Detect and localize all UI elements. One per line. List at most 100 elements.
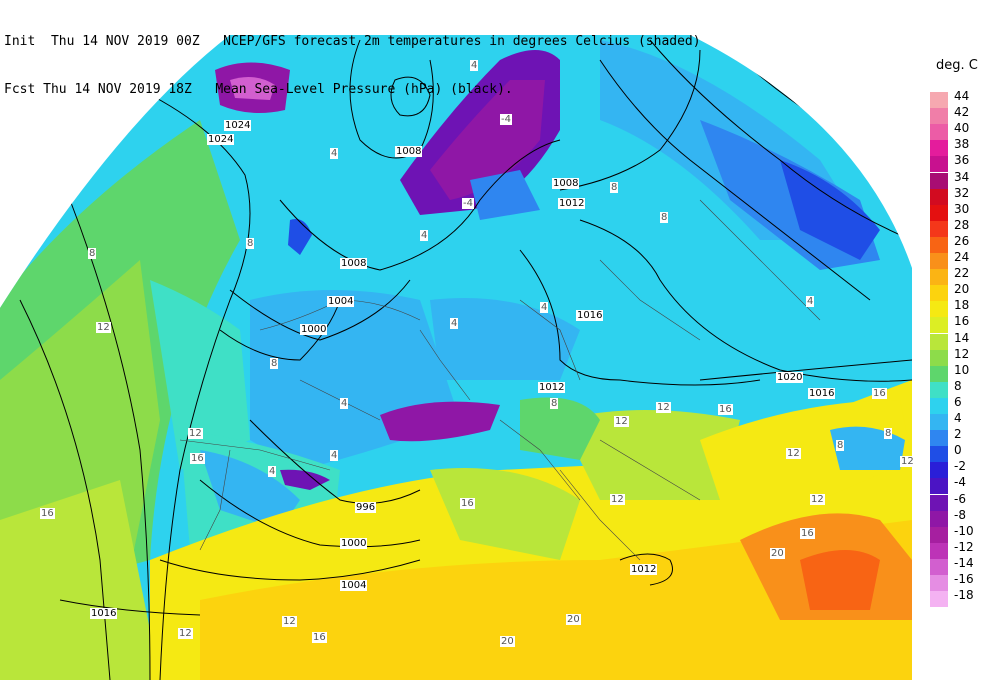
legend-label: 38: [954, 137, 970, 152]
legend-swatch: [930, 333, 948, 350]
legend-swatch: [930, 510, 948, 527]
legend-swatch: [930, 108, 948, 125]
temperature-label: 4: [340, 398, 349, 409]
legend-swatch: [930, 156, 948, 173]
legend-label: -4: [954, 475, 966, 490]
legend-swatch: [930, 285, 948, 302]
legend-label: 10: [954, 362, 970, 377]
temperature-label: 4: [540, 302, 549, 313]
temperature-label: 16: [190, 453, 205, 464]
legend-label: 30: [954, 201, 970, 216]
legend-label: -8: [954, 507, 966, 522]
legend-label: 8: [954, 378, 962, 393]
legend-label: 6: [954, 394, 962, 409]
temperature-label: 12: [810, 494, 825, 505]
legend-swatch: [930, 542, 948, 559]
temperature-label: 12: [614, 416, 629, 427]
pressure-label: 1004: [340, 580, 368, 591]
legend-swatch: [930, 220, 948, 237]
legend-label: 4: [954, 411, 962, 425]
legend-swatch: [930, 269, 948, 286]
legend-label: 16: [954, 314, 970, 329]
pressure-label: 1024: [224, 120, 252, 131]
map-header: Init Thu 14 NOV 2019 00Z NCEP/GFS foreca…: [4, 2, 701, 114]
temperature-label: 4: [330, 148, 339, 159]
legend-swatch: [930, 365, 948, 382]
temperature-label: 12: [610, 494, 625, 505]
legend-swatch: [930, 591, 948, 608]
legend-title: deg. C: [936, 58, 978, 73]
legend-label: 40: [954, 121, 970, 136]
legend-label: 0: [954, 443, 962, 458]
temperature-label: 20: [770, 548, 785, 559]
temperature-label: 16: [800, 528, 815, 539]
legend-swatch: [930, 204, 948, 221]
legend-swatch: [930, 349, 948, 366]
legend-label: 18: [954, 298, 970, 313]
pressure-label: 1008: [395, 146, 423, 157]
temperature-label: 12: [282, 616, 297, 627]
legend-label: 36: [954, 153, 970, 168]
pressure-label: 1000: [300, 324, 328, 335]
temperature-label: 8: [88, 248, 97, 259]
legend-swatch: [930, 494, 948, 511]
legend-label: -2: [954, 459, 966, 474]
legend-label: 2: [954, 427, 962, 442]
temperature-label: 8: [660, 212, 669, 223]
legend-label: -14: [954, 555, 974, 570]
legend-swatch: [930, 253, 948, 269]
legend-swatch: [930, 575, 948, 591]
legend-swatch: [930, 397, 948, 414]
pressure-label: 1008: [340, 258, 368, 269]
legend-swatch: [930, 301, 948, 318]
temperature-label: -4: [500, 114, 512, 125]
legend-label: 20: [954, 282, 970, 297]
legend-swatch: [930, 92, 948, 108]
legend-label: 26: [954, 233, 970, 248]
legend-swatch: [930, 462, 948, 479]
temperature-label: 4: [470, 60, 479, 71]
legend-label: 22: [954, 266, 970, 281]
legend-swatch: [930, 430, 948, 447]
legend-label: 32: [954, 185, 970, 200]
temperature-label: 4: [450, 318, 459, 329]
temperature-label: 16: [312, 632, 327, 643]
pressure-label: 1016: [576, 310, 604, 321]
pressure-label: 1016: [90, 608, 118, 619]
temperature-label: 20: [566, 614, 581, 625]
pressure-label: 1004: [327, 296, 355, 307]
legend-label: -18: [954, 588, 974, 603]
temperature-label: 16: [872, 388, 887, 399]
legend-swatch: [930, 558, 948, 575]
legend-swatch: [930, 381, 948, 398]
temperature-label: 4: [268, 466, 277, 477]
pressure-label: 1012: [538, 382, 566, 393]
temperature-label: 8: [270, 358, 279, 369]
legend-swatch: [930, 124, 948, 141]
header-fcst-line: Fcst Thu 14 NOV 2019 18Z Mean Sea-Level …: [4, 82, 513, 97]
pressure-label: 1012: [630, 564, 658, 575]
temperature-label: 12: [178, 628, 193, 639]
pressure-label: 1012: [558, 198, 586, 209]
legend-label: 12: [954, 346, 970, 361]
legend-label: 34: [954, 169, 970, 184]
legend-label: 14: [954, 330, 970, 345]
temperature-label: 4: [420, 230, 429, 241]
legend-label: 42: [954, 105, 970, 120]
legend-swatch: [930, 188, 948, 205]
temperature-label: 4: [330, 450, 339, 461]
temperature-label: -4: [462, 198, 474, 209]
pressure-label: 1024: [207, 134, 235, 145]
legend-label: -12: [954, 539, 974, 554]
pressure-label: 1016: [808, 388, 836, 399]
legend-label: 44: [954, 89, 970, 103]
header-init-line: Init Thu 14 NOV 2019 00Z NCEP/GFS foreca…: [4, 34, 701, 49]
temperature-label: 8: [610, 182, 619, 193]
temperature-label: 8: [884, 428, 893, 439]
temperature-label: 16: [40, 508, 55, 519]
legend-swatch: [930, 317, 948, 334]
legend-swatch: [930, 140, 948, 157]
legend-label: -16: [954, 572, 974, 586]
temperature-label: 12: [656, 402, 671, 413]
legend-label: 24: [954, 250, 970, 264]
